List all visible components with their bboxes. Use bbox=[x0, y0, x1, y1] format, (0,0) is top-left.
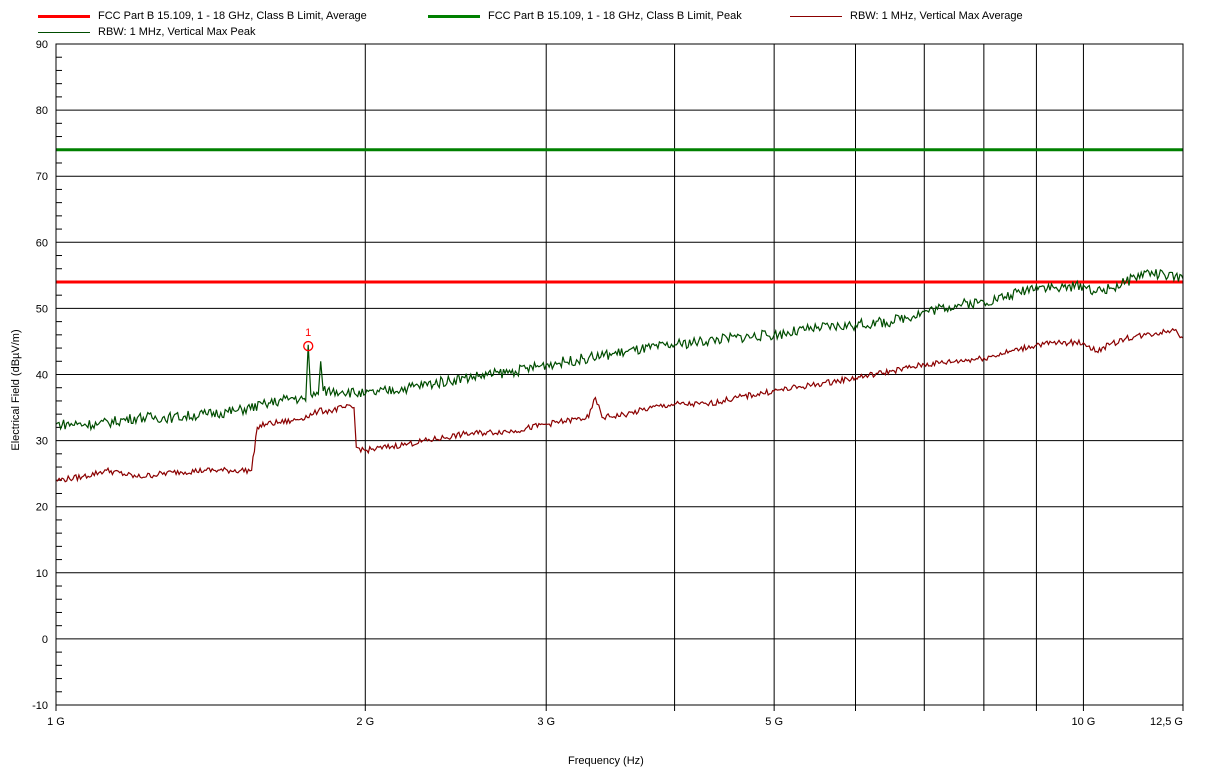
y-axis-title: Electrical Field (dBµV/m) bbox=[10, 329, 22, 451]
y-tick-label: 50 bbox=[36, 303, 48, 315]
legend-item-max-peak: RBW: 1 MHz, Vertical Max Peak bbox=[38, 25, 256, 39]
legend-label-max-average: RBW: 1 MHz, Vertical Max Average bbox=[850, 10, 1023, 22]
y-tick-label: 90 bbox=[36, 39, 48, 51]
x-tick-label: 10 G bbox=[1072, 716, 1096, 728]
axis-ticks bbox=[55, 56, 1184, 711]
x-tick-label: 5 G bbox=[765, 716, 783, 728]
y-tick-label: 80 bbox=[36, 105, 48, 117]
legend-swatch-average-limit bbox=[38, 14, 90, 18]
x-tick-label: 12,5 G bbox=[1150, 716, 1183, 728]
y-tick-label: 20 bbox=[36, 502, 48, 514]
x-axis-title: Frequency (Hz) bbox=[568, 755, 644, 767]
markers-group: 1 bbox=[303, 327, 314, 352]
y-tick-label: 70 bbox=[36, 171, 48, 183]
legend-swatch-peak-limit bbox=[428, 14, 480, 18]
legend: FCC Part B 15.109, 1 - 18 GHz, Class B L… bbox=[0, 0, 1207, 44]
legend-item-max-average: RBW: 1 MHz, Vertical Max Average bbox=[790, 9, 1023, 23]
y-tick-label: 40 bbox=[36, 370, 48, 382]
grid bbox=[55, 43, 1184, 706]
plot-frame bbox=[55, 43, 1184, 706]
x-tick-label: 2 G bbox=[356, 716, 374, 728]
legend-label-average-limit: FCC Part B 15.109, 1 - 18 GHz, Class B L… bbox=[98, 10, 367, 22]
x-tick-label: 1 G bbox=[47, 716, 65, 728]
legend-label-peak-limit: FCC Part B 15.109, 1 - 18 GHz, Class B L… bbox=[488, 10, 742, 22]
legend-swatch-max-peak bbox=[38, 31, 90, 33]
legend-swatch-max-average bbox=[790, 15, 842, 17]
y-tick-labels: -10 0 10 20 30 40 50 60 70 80 90 bbox=[32, 39, 48, 712]
x-tick-labels: 1 G 2 G 3 G 5 G 10 G 12,5 G bbox=[47, 716, 1183, 728]
y-tick-label: 10 bbox=[36, 568, 48, 580]
legend-item-peak-limit: FCC Part B 15.109, 1 - 18 GHz, Class B L… bbox=[428, 9, 742, 23]
y-tick-label: 30 bbox=[36, 436, 48, 448]
y-tick-label: 0 bbox=[42, 634, 48, 646]
legend-label-max-peak: RBW: 1 MHz, Vertical Max Peak bbox=[98, 26, 256, 38]
y-tick-label: -10 bbox=[32, 700, 48, 712]
legend-item-average-limit: FCC Part B 15.109, 1 - 18 GHz, Class B L… bbox=[38, 9, 367, 23]
series-line-3 bbox=[55, 268, 1184, 432]
series-line-2 bbox=[55, 327, 1184, 483]
marker-label: 1 bbox=[305, 327, 311, 339]
series-group bbox=[55, 148, 1184, 483]
marker-circle bbox=[303, 340, 314, 352]
x-tick-label: 3 G bbox=[537, 716, 555, 728]
y-tick-label: 60 bbox=[36, 237, 48, 249]
